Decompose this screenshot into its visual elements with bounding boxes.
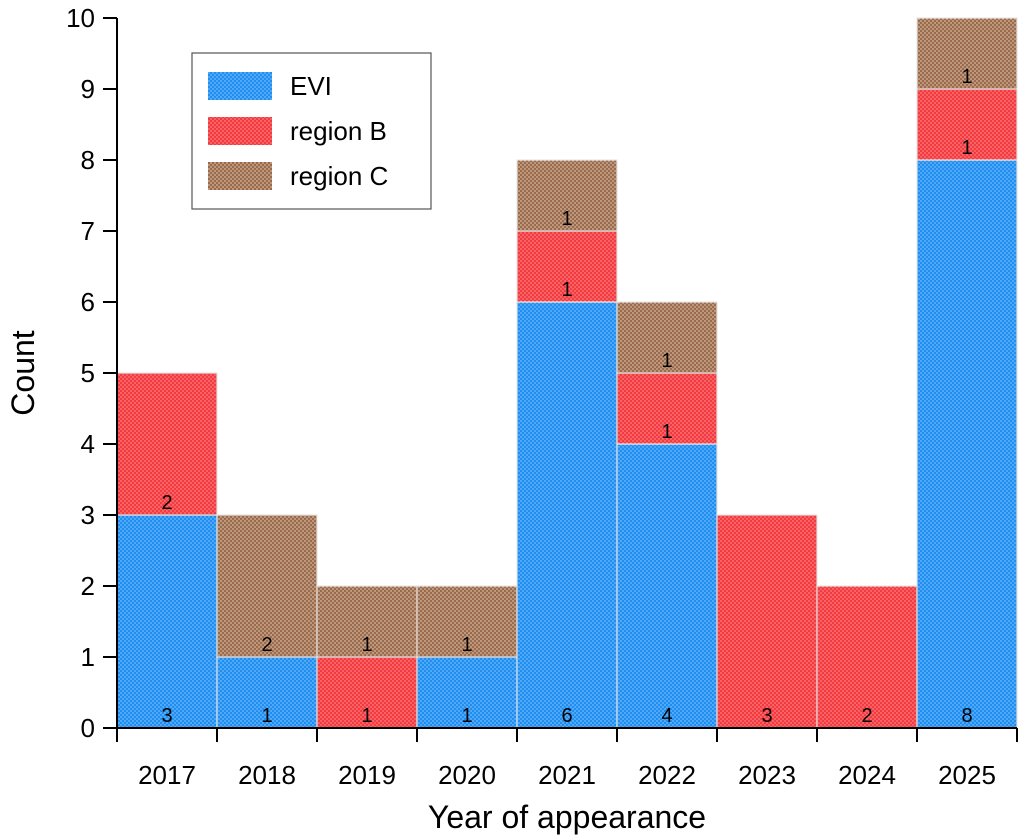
y-axis-title: Count xyxy=(5,330,41,416)
x-tick-label: 2023 xyxy=(738,760,796,790)
bar-segment-2021-region-c xyxy=(516,159,618,232)
bar-segment-2017-region-b xyxy=(116,372,218,516)
bar-value-label: 3 xyxy=(161,705,172,727)
bar-value-label: 1 xyxy=(261,705,272,727)
x-tick-label: 2019 xyxy=(338,760,396,790)
bar-value-label: 3 xyxy=(761,705,772,727)
x-tick-label: 2025 xyxy=(938,760,996,790)
x-tick-label: 2024 xyxy=(838,760,896,790)
bar-value-label: 1 xyxy=(561,208,572,230)
bar-segment-2024-region-b xyxy=(816,585,918,729)
bar-segment-2022-region-c xyxy=(616,301,718,374)
x-tick-label: 2017 xyxy=(138,760,196,790)
bar-segment-2019-region-c xyxy=(316,585,418,658)
bar-value-label: 6 xyxy=(561,705,572,727)
bar-segment-2023-region-b xyxy=(716,514,818,729)
bar-segment-2022-region-b xyxy=(616,372,718,445)
x-tick-label: 2021 xyxy=(538,760,596,790)
y-tick-label: 9 xyxy=(81,74,95,104)
bars-group xyxy=(116,17,1018,729)
bar-value-label: 2 xyxy=(161,492,172,514)
legend-label: EVI xyxy=(290,71,332,101)
bar-value-label: 1 xyxy=(361,634,372,656)
bar-value-label: 2 xyxy=(261,634,272,656)
bar-segment-2020-region-c xyxy=(416,585,518,658)
x-ticks-group: 2017 2018 2019 2020 2021 2022 2023 2024 2025 xyxy=(116,728,1018,790)
x-tick-label: 2022 xyxy=(638,760,696,790)
bar-segment-2021-region-b xyxy=(516,230,618,303)
bar-segment-2022-evi xyxy=(616,443,718,729)
y-tick-label: 2 xyxy=(81,571,95,601)
bar-segment-2018-region-c xyxy=(216,514,318,658)
y-tick-label: 0 xyxy=(81,713,95,743)
legend-swatch-evi xyxy=(208,72,272,100)
axes-group: 0 1 2 3 4 5 6 7 8 9 10 2017 2018 2019 2020 2021 2022 202… xyxy=(66,3,1018,790)
bar-value-label: 1 xyxy=(661,421,672,443)
y-tick-label: 10 xyxy=(66,3,95,33)
legend-swatch-region-b xyxy=(208,117,272,145)
bar-value-label: 1 xyxy=(461,634,472,656)
bar-value-label: 2 xyxy=(861,705,872,727)
y-ticks-group: 0 1 2 3 4 5 6 7 8 9 10 xyxy=(66,3,117,743)
y-tick-label: 5 xyxy=(81,358,95,388)
bar-value-label: 1 xyxy=(961,66,972,88)
x-tick-label: 2018 xyxy=(238,760,296,790)
y-tick-label: 1 xyxy=(81,642,95,672)
y-tick-label: 6 xyxy=(81,287,95,317)
x-tick-label: 2020 xyxy=(438,760,496,790)
bar-value-label: 1 xyxy=(661,350,672,372)
bar-value-label: 4 xyxy=(661,705,672,727)
y-tick-label: 4 xyxy=(81,429,95,459)
bar-segment-2025-evi xyxy=(916,159,1018,729)
bar-segment-2021-evi xyxy=(516,301,618,729)
y-tick-label: 7 xyxy=(81,216,95,246)
bar-value-label: 1 xyxy=(461,705,472,727)
legend: EVI region B region C xyxy=(191,52,432,210)
bar-segment-2025-region-c xyxy=(916,17,1018,90)
bar-value-label: 8 xyxy=(961,705,972,727)
legend-label: region C xyxy=(290,161,388,191)
y-tick-label: 8 xyxy=(81,145,95,175)
bar-value-label: 1 xyxy=(361,705,372,727)
legend-swatch-region-c xyxy=(208,162,272,190)
bar-value-label: 1 xyxy=(561,279,572,301)
bar-segment-2017-evi xyxy=(116,514,218,729)
bar-value-label: 1 xyxy=(961,137,972,159)
x-axis-title: Year of appearance xyxy=(428,799,706,835)
bar-segment-2025-region-b xyxy=(916,88,1018,161)
legend-label: region B xyxy=(290,116,387,146)
y-tick-label: 3 xyxy=(81,500,95,530)
